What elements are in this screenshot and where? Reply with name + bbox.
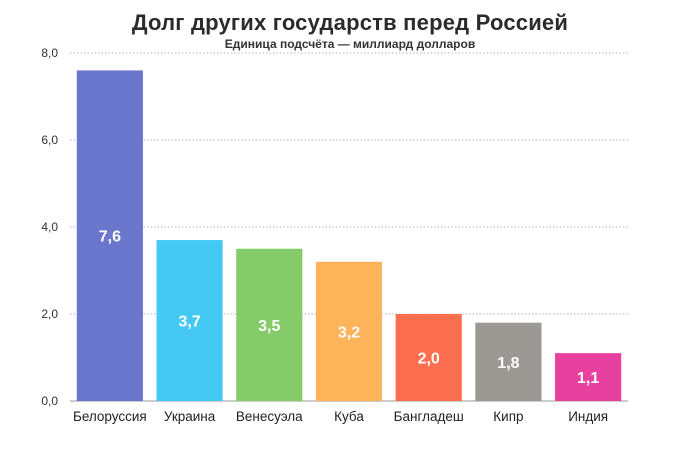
bar-4 [315, 261, 383, 401]
x-category-label: Белоруссия [73, 409, 147, 424]
x-category-label: Куба [334, 409, 364, 424]
y-tick-label: 8,0 [41, 46, 58, 60]
bar-6 [475, 322, 542, 401]
bar-value-label: 1,8 [497, 355, 519, 372]
bar-value-label: 3,5 [258, 318, 280, 335]
x-category-label: Украина [164, 409, 216, 424]
bar-value-label: 1,1 [577, 370, 599, 387]
x-category-label: Индия [568, 409, 608, 424]
bar-1 [76, 70, 143, 402]
chart-subtitle: Единица подсчёта — миллиард долларов [224, 37, 476, 51]
bar-value-label: 3,2 [338, 324, 360, 341]
y-tick-label: 2,0 [41, 307, 58, 321]
bar-value-label: 7,6 [99, 229, 121, 246]
bar-value-label: 3,7 [178, 314, 200, 331]
y-tick-label: 0,0 [41, 394, 58, 408]
bar-5 [395, 314, 462, 401]
y-tick-label: 6,0 [41, 133, 58, 147]
x-category-label: Венесуэла [236, 409, 303, 424]
y-tick-label: 4,0 [41, 220, 58, 234]
x-category-label: Кипр [493, 409, 523, 424]
bar-value-label: 2,0 [418, 351, 440, 368]
bar-2 [156, 240, 223, 401]
chart-title: Долг других государств перед Россией [131, 10, 569, 35]
x-category-label: Бангладеш [394, 409, 464, 424]
bar-7 [555, 353, 622, 401]
bar-3 [236, 248, 303, 401]
